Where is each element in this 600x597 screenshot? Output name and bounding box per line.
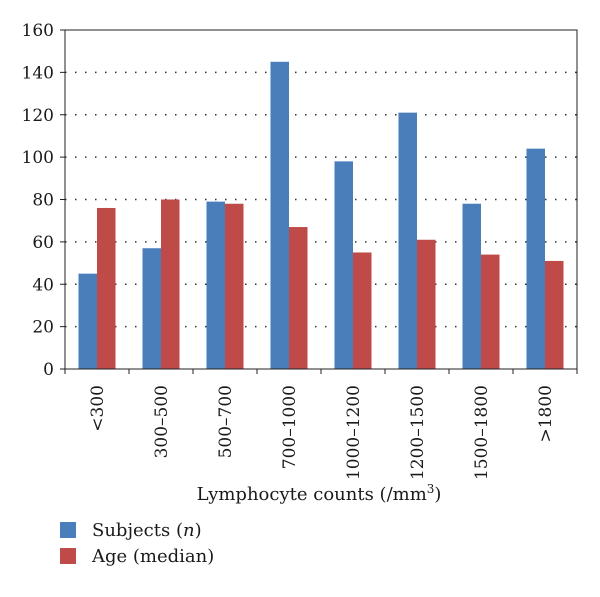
bar-age-3 <box>289 227 308 369</box>
x-tick-label-4: 1000–1200 <box>344 385 364 480</box>
legend-swatch-subjects <box>60 522 76 538</box>
y-tick-label-60: 60 <box>32 233 54 253</box>
x-axis-title-main: Lymphocyte counts (/mm <box>197 484 427 505</box>
x-tick-label-1: 300–500 <box>152 385 172 458</box>
bar-subjects-4 <box>334 161 353 369</box>
bar-age-7 <box>545 260 564 369</box>
x-tick-label-7: >1800 <box>536 385 556 443</box>
y-tick-label-160: 160 <box>22 21 54 41</box>
legend-label-age-text: Age (median) <box>91 546 214 567</box>
legend-label-subjects: Subjects (n) <box>92 520 202 541</box>
x-tick-label-5: 1200–1500 <box>408 385 428 480</box>
y-tick-label-100: 100 <box>22 148 54 168</box>
axes <box>60 29 578 374</box>
legend-label-subjects-suffix: ) <box>195 520 202 541</box>
y-tick-label-140: 140 <box>22 63 54 83</box>
x-axis-title: Lymphocyte counts (/mm3) <box>197 482 442 505</box>
x-tick-label-0: <300 <box>88 385 108 432</box>
bars <box>78 61 564 369</box>
bar-age-4 <box>353 252 372 369</box>
bar-subjects-5 <box>398 112 417 369</box>
legend-label-subjects-italic: n <box>183 520 195 541</box>
legend-label-subjects-text: Subjects ( <box>92 520 183 541</box>
bar-subjects-2 <box>206 201 225 369</box>
bar-age-6 <box>481 254 500 369</box>
bar-subjects-7 <box>526 148 545 369</box>
gridlines <box>65 71 577 328</box>
x-axis-title-suffix: ) <box>434 484 441 505</box>
bar-age-1 <box>161 199 180 369</box>
legend: Subjects (n) Age (median) <box>60 520 214 567</box>
x-tick-label-6: 1500–1800 <box>472 385 492 480</box>
y-tick-label-40: 40 <box>32 275 54 295</box>
bar-age-2 <box>225 203 244 369</box>
bar-subjects-3 <box>270 61 289 369</box>
bar-age-5 <box>417 239 436 369</box>
y-tick-label-80: 80 <box>32 191 54 211</box>
plot-frame <box>64 29 578 370</box>
bar-subjects-1 <box>142 248 161 369</box>
y-tick-label-120: 120 <box>22 106 54 126</box>
legend-swatch-age <box>60 548 76 564</box>
y-tick-label-20: 20 <box>32 318 54 338</box>
x-tick-labels: <300 300–500 500–700 700–1000 1000–1200 1200–… <box>88 385 556 480</box>
x-tick-label-3: 700–1000 <box>280 385 300 469</box>
y-tick-label-0: 0 <box>43 360 54 380</box>
bar-subjects-0 <box>78 273 97 369</box>
x-tick-label-2: 500–700 <box>216 385 236 458</box>
y-tick-labels: 0 20 40 60 80 100 120 140 160 <box>22 21 54 380</box>
bar-subjects-6 <box>462 203 481 369</box>
legend-label-age: Age (median) <box>91 546 214 567</box>
bar-age-0 <box>97 207 116 369</box>
x-axis-title-superscript: 3 <box>427 482 435 496</box>
